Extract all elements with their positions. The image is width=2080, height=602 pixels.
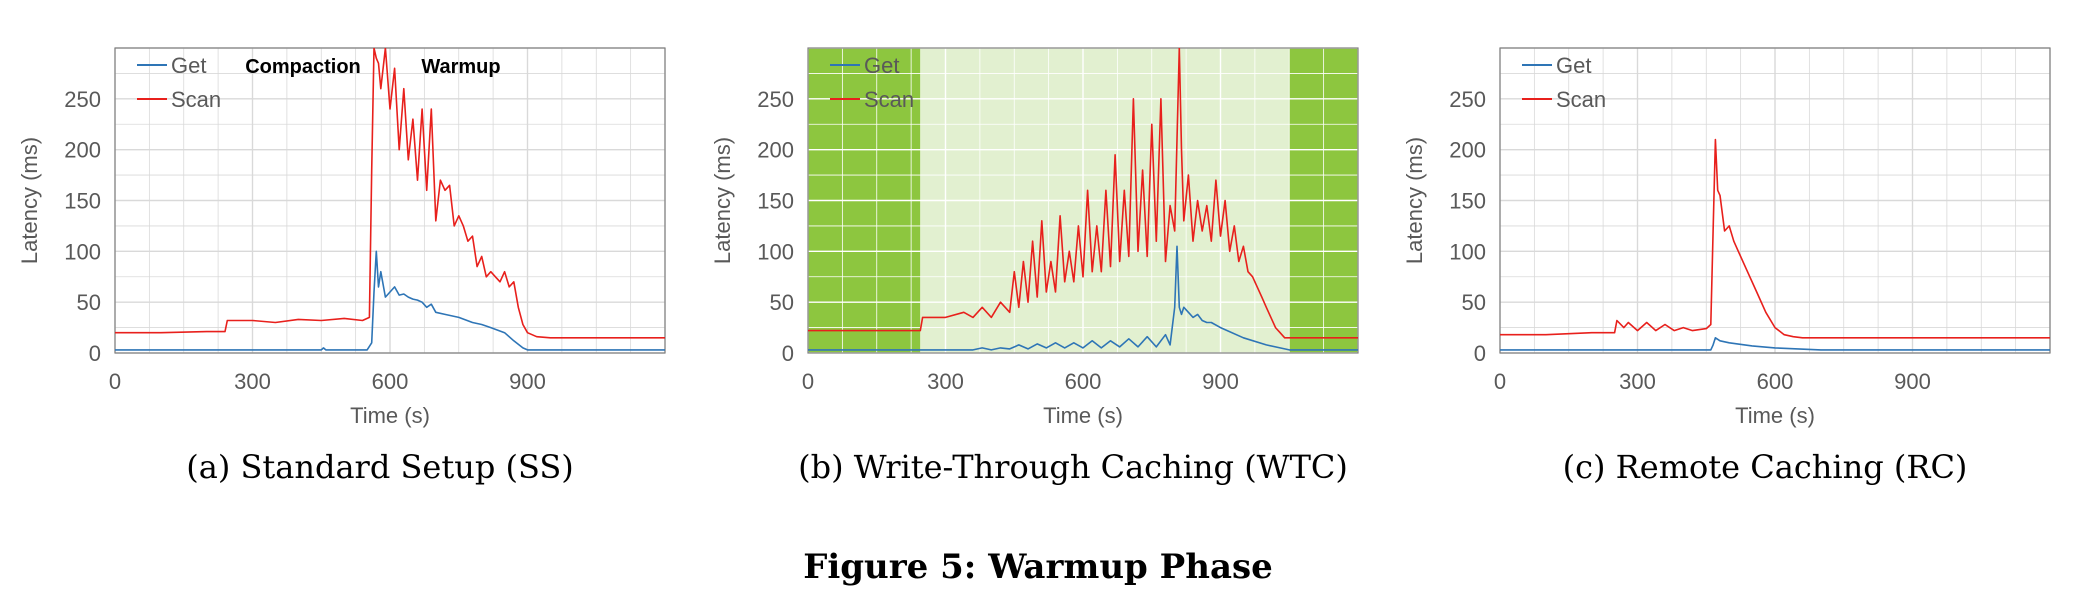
x-tick-label: 300 [1619, 369, 1656, 394]
y-tick-label: 50 [770, 290, 794, 315]
x-tick-label: 300 [234, 369, 271, 394]
legend-label-scan: Scan [864, 87, 914, 112]
panel-caption: (a) Standard Setup (SS) [186, 448, 573, 486]
y-tick-label: 50 [77, 290, 101, 315]
legend-label-get: Get [864, 53, 899, 78]
y-tick-label: 150 [64, 189, 101, 214]
x-tick-label: 0 [1494, 369, 1506, 394]
y-tick-label: 200 [1449, 138, 1486, 163]
y-tick-label: 100 [64, 239, 101, 264]
x-tick-label: 0 [109, 369, 121, 394]
figure-title: Figure 5: Warmup Phase [803, 547, 1273, 587]
legend-label-scan: Scan [171, 87, 221, 112]
annotation-compaction: Compaction [245, 56, 361, 78]
x-axis-label: Time (s) [1735, 403, 1815, 428]
y-tick-label: 0 [1474, 341, 1486, 366]
panel-caption: (c) Remote Caching (RC) [1563, 448, 1968, 486]
y-tick-label: 250 [1449, 87, 1486, 112]
chart-panel-1: 0 50 100 150 200 250 0 300 600 900 Time (s) Latency… [17, 47, 666, 486]
x-tick-label: 300 [927, 369, 964, 394]
panel-caption: (b) Write-Through Caching (WTC) [798, 448, 1348, 486]
series-line-scan [1500, 138, 2050, 339]
y-tick-label: 0 [782, 341, 794, 366]
series-line-scan [115, 48, 665, 339]
series-line-get [1500, 336, 2050, 351]
x-axis-label: Time (s) [350, 403, 430, 428]
y-axis-label: Latency (ms) [710, 137, 735, 264]
x-tick-label: 600 [372, 369, 409, 394]
y-tick-label: 100 [1449, 239, 1486, 264]
x-tick-label: 900 [1202, 369, 1239, 394]
y-tick-label: 100 [757, 239, 794, 264]
legend-label-get: Get [171, 53, 206, 78]
x-tick-label: 600 [1065, 369, 1102, 394]
plot-frame [1499, 47, 2051, 354]
y-tick-label: 50 [1462, 290, 1486, 315]
y-axis-label: Latency (ms) [1402, 137, 1427, 264]
legend-label-get: Get [1556, 53, 1591, 78]
series-line-get [808, 245, 1358, 351]
x-tick-label: 900 [509, 369, 546, 394]
y-tick-label: 150 [1449, 189, 1486, 214]
annotation-warmup: Warmup [421, 56, 500, 78]
series-line-scan [808, 48, 1358, 339]
chart-panel-2: 0 50 100 150 200 250 0 300 600 900 Time (s) Latency… [710, 47, 1359, 486]
y-tick-label: 0 [89, 341, 101, 366]
x-tick-label: 600 [1757, 369, 1794, 394]
legend-label-scan: Scan [1556, 87, 1606, 112]
y-tick-label: 200 [757, 138, 794, 163]
y-tick-label: 250 [757, 87, 794, 112]
series-line-get [115, 250, 665, 351]
x-tick-label: 900 [1894, 369, 1931, 394]
plot-frame [114, 47, 666, 354]
x-tick-label: 0 [802, 369, 814, 394]
y-tick-label: 250 [64, 87, 101, 112]
plot-frame [807, 47, 1359, 354]
chart-panels: 0 50 100 150 200 250 0 300 600 900 Time (s) Latency… [17, 47, 2051, 486]
x-axis-label: Time (s) [1043, 403, 1123, 428]
y-tick-label: 200 [64, 138, 101, 163]
chart-panel-3: 0 50 100 150 200 250 0 300 600 900 Time (s) Latency… [1402, 47, 2051, 486]
y-tick-label: 150 [757, 189, 794, 214]
y-axis-label: Latency (ms) [17, 137, 42, 264]
